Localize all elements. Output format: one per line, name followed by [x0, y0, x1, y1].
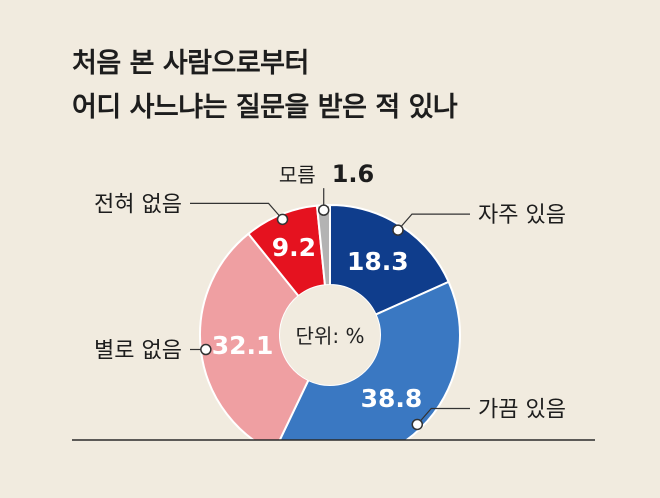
leader-가끔-있음	[416, 407, 470, 425]
value-label-전혀-없음: 9.2	[272, 233, 316, 262]
leader-자주-있음	[397, 213, 470, 231]
marker-자주-있음	[392, 224, 404, 236]
category-label-전혀-없음: 전혀 없음	[94, 192, 182, 217]
category-label-가끔-있음: 가끔 있음	[478, 397, 566, 422]
marker-전혀-없음	[276, 213, 289, 226]
unit-label: 단위: %	[296, 324, 365, 348]
category-label-자주-있음: 자주 있음	[478, 203, 566, 228]
chart-title: 처음 본 사람으로부터 어디 사느냐는 질문을 받은 적 있나	[72, 42, 458, 130]
title-line-1: 처음 본 사람으로부터	[72, 48, 309, 79]
slice-values: 18.3 38.8 32.1 9.2	[212, 233, 423, 413]
category-label-별로-없음: 별로 없음	[94, 338, 182, 363]
marker-모름	[317, 204, 330, 216]
marker-가끔-있음	[411, 418, 424, 431]
value-label-가끔-있음: 38.8	[361, 384, 423, 413]
value-label-자주-있음: 18.3	[347, 247, 409, 276]
category-label-모름: 모름	[279, 163, 316, 187]
value-label-별로-없음: 32.1	[212, 331, 274, 360]
outside-value-모름: 1.6	[332, 160, 375, 188]
title-line-2: 어디 사느냐는 질문을 받은 적 있나	[72, 92, 458, 123]
leader-전혀-없음	[190, 202, 283, 220]
marker-별로-없음	[200, 343, 212, 356]
donut-hole	[280, 285, 380, 385]
